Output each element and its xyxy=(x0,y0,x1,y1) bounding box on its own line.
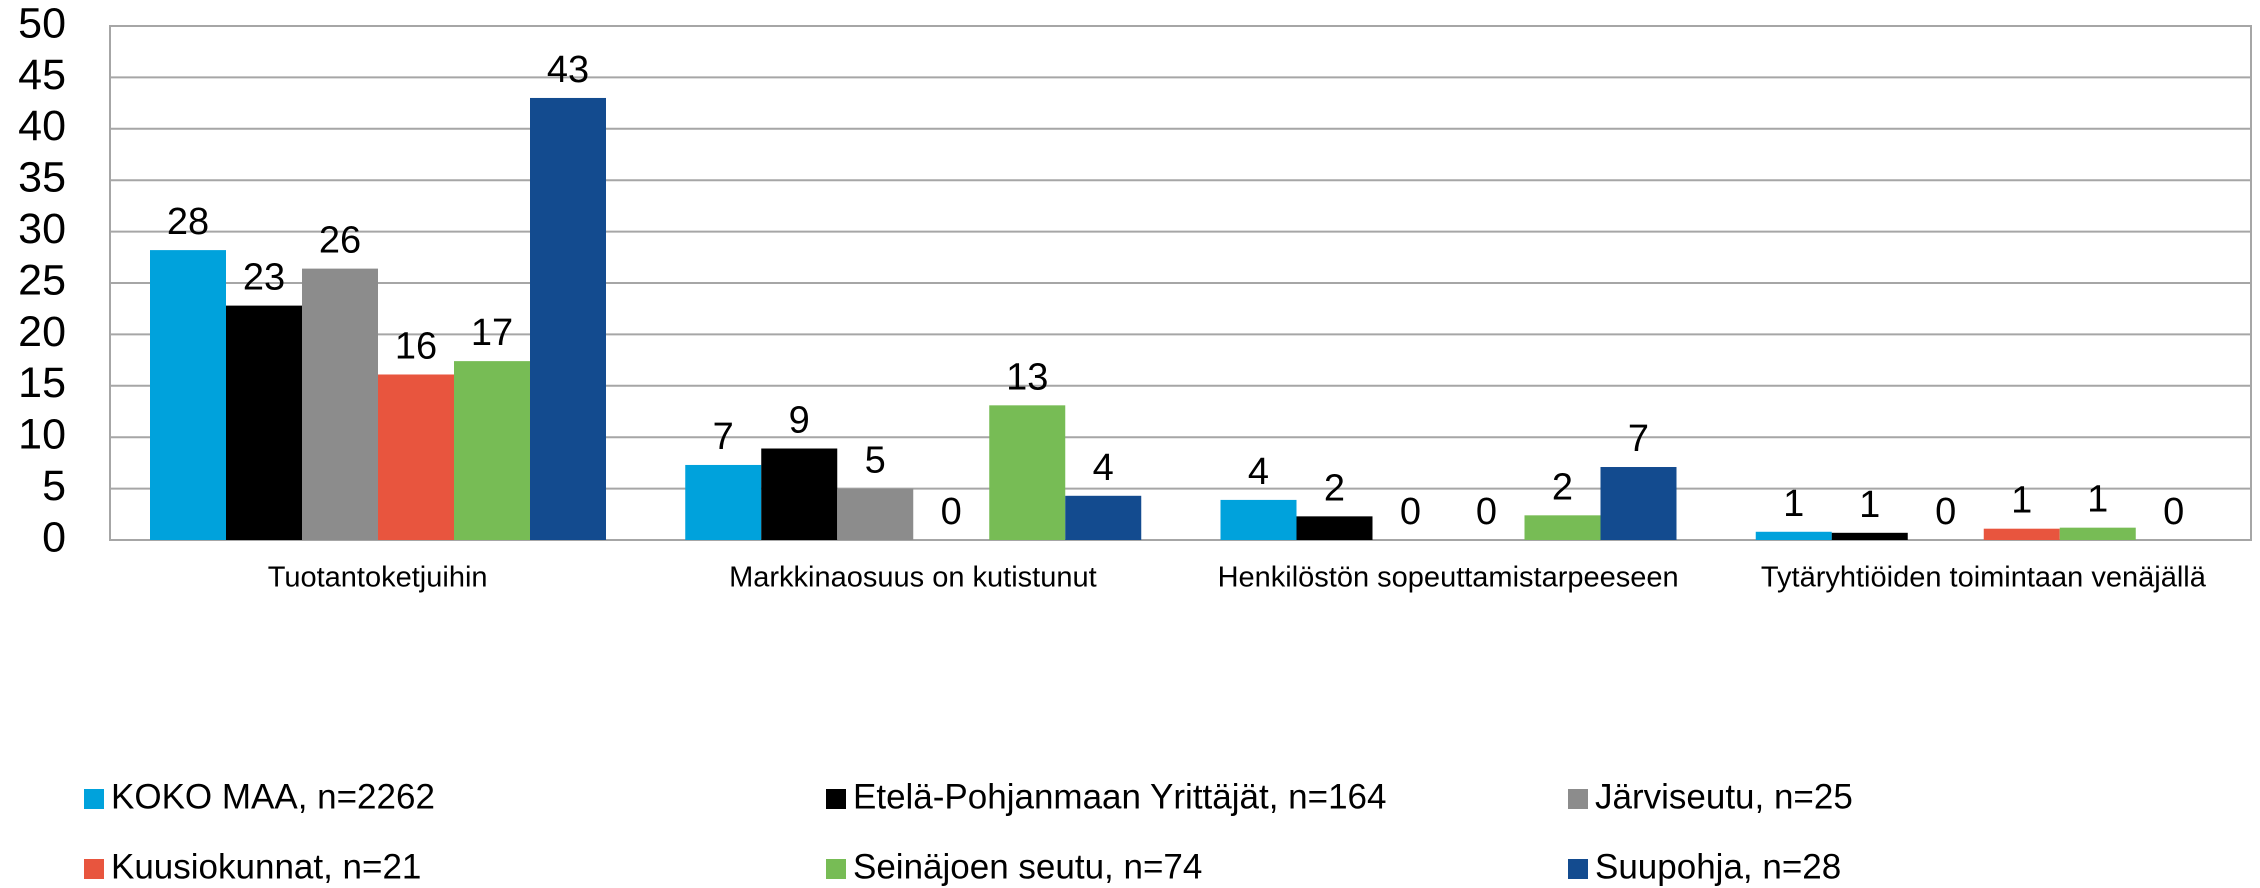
y-tick-label: 10 xyxy=(18,411,66,459)
value-label: 0 xyxy=(1476,491,1497,533)
y-tick-label: 40 xyxy=(18,102,66,150)
legend-label: Kuusiokunnat, n=21 xyxy=(111,847,421,886)
legend-label: Järviseutu, n=25 xyxy=(1595,777,1853,816)
value-label: 0 xyxy=(1400,491,1421,533)
value-label: 4 xyxy=(1093,447,1114,489)
y-tick-label: 25 xyxy=(18,256,66,304)
bar xyxy=(302,268,378,540)
bar xyxy=(1600,467,1677,540)
value-label: 23 xyxy=(243,257,285,299)
value-label: 13 xyxy=(1006,356,1048,398)
legend-swatch xyxy=(826,859,846,879)
bar xyxy=(1296,516,1373,540)
y-tick-label: 0 xyxy=(42,513,66,561)
legend-swatch xyxy=(84,789,104,809)
legend-label: KOKO MAA, n=2262 xyxy=(111,777,435,816)
plot-border xyxy=(109,25,2252,541)
bar xyxy=(837,488,914,540)
value-label: 1 xyxy=(1783,483,1804,525)
x-tick-label: Markkinaosuus on kutistunut xyxy=(729,562,1097,594)
bar xyxy=(989,405,1066,540)
value-label: 17 xyxy=(471,312,513,354)
value-label: 16 xyxy=(395,326,437,368)
x-tick-label: Tytäryhtiöiden toimintaan venäjällä xyxy=(1761,562,2207,594)
bar xyxy=(454,361,530,540)
legend-swatch xyxy=(1568,859,1588,879)
y-tick-label: 45 xyxy=(18,51,66,99)
y-tick-label: 50 xyxy=(18,0,66,47)
bar xyxy=(1065,495,1142,540)
bar xyxy=(226,305,302,540)
y-tick-label: 5 xyxy=(42,462,66,510)
value-label: 4 xyxy=(1248,451,1269,493)
legend-label: Suupohja, n=28 xyxy=(1595,847,1841,886)
bar xyxy=(761,448,838,540)
legend-swatch xyxy=(84,859,104,879)
value-label: 0 xyxy=(2163,491,2184,533)
bar xyxy=(1831,532,1908,540)
value-label: 0 xyxy=(1935,491,1956,533)
value-label: 2 xyxy=(1552,466,1573,508)
x-tick-label: Tuotantoketjuihin xyxy=(268,562,488,594)
y-tick-label: 35 xyxy=(18,154,66,202)
bar xyxy=(1755,531,1832,540)
legend-label: Etelä-Pohjanmaan Yrittäjät, n=164 xyxy=(853,777,1386,816)
bar xyxy=(1983,528,2060,540)
y-tick-label: 30 xyxy=(18,205,66,253)
bar xyxy=(2059,527,2136,540)
bar xyxy=(1220,499,1297,540)
bar xyxy=(1524,515,1601,540)
legend-swatch xyxy=(826,789,846,809)
bar xyxy=(530,97,606,541)
value-label: 1 xyxy=(1859,484,1880,526)
value-label: 28 xyxy=(167,201,209,243)
value-label: 26 xyxy=(319,220,361,262)
value-label: 7 xyxy=(1628,418,1649,460)
legend-swatch xyxy=(1568,789,1588,809)
value-label: 2 xyxy=(1324,467,1345,509)
x-tick-label: Henkilöstön sopeuttamistarpeeseen xyxy=(1218,562,1679,594)
value-label: 1 xyxy=(2011,480,2032,522)
value-label: 0 xyxy=(941,491,962,533)
y-tick-label: 15 xyxy=(18,359,66,407)
y-tick-label: 20 xyxy=(18,308,66,356)
bar xyxy=(685,464,762,540)
value-label: 1 xyxy=(2087,479,2108,521)
bar xyxy=(150,250,226,540)
value-label: 43 xyxy=(547,49,589,91)
value-label: 7 xyxy=(713,416,734,458)
value-label: 5 xyxy=(865,440,886,482)
legend-label: Seinäjoen seutu, n=74 xyxy=(853,847,1202,886)
bar xyxy=(378,374,454,540)
value-label: 9 xyxy=(789,400,810,442)
